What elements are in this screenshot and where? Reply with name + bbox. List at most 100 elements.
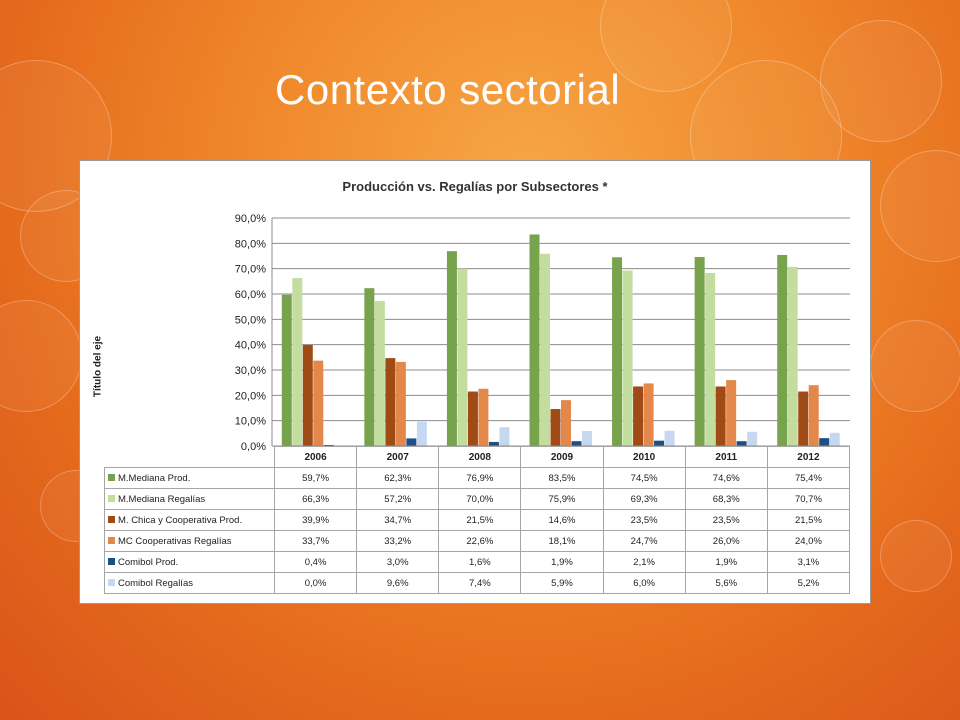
bar	[540, 253, 550, 446]
data-table-cell: 69,3%	[602, 488, 686, 510]
data-table-corner	[104, 446, 275, 468]
bar	[571, 441, 582, 446]
series-name: MC Cooperativas Regalías	[118, 535, 232, 547]
data-table-cell: 6,0%	[602, 572, 686, 594]
bar	[364, 288, 375, 446]
legend-swatch	[108, 537, 115, 545]
data-table-cell: 70,7%	[766, 488, 851, 510]
data-table-cell: 9,6%	[356, 572, 440, 594]
data-table-cell: 74,5%	[602, 467, 686, 489]
series-label: MC Cooperativas Regalías	[104, 530, 275, 552]
bar	[302, 344, 313, 446]
data-table-year: 2010	[602, 446, 686, 468]
bar	[467, 391, 478, 446]
data-table-cell: 66,3%	[273, 488, 358, 510]
bar	[808, 385, 819, 446]
bar	[715, 386, 726, 446]
bar	[654, 440, 665, 446]
bar	[726, 380, 737, 446]
data-table-cell: 24,7%	[602, 530, 686, 552]
chart-title: Producción vs. Regalías por Subsectores …	[342, 179, 608, 194]
data-table-cell: 3,1%	[766, 551, 851, 573]
legend-swatch	[108, 558, 115, 566]
data-table-header-row: 2006 2007 2008 2009 2010 2011 2012	[104, 446, 851, 468]
y-tick-label: 10,0%	[235, 416, 266, 428]
data-table-cell: 70,0%	[438, 488, 522, 510]
series-name: M. Chica y Cooperativa Prod.	[118, 514, 243, 526]
data-table-cell: 21,5%	[766, 509, 851, 531]
bar	[643, 383, 654, 446]
data-table-cell: 74,6%	[684, 467, 768, 489]
background-bubble	[880, 520, 952, 592]
data-table-cell: 76,9%	[438, 467, 522, 489]
bar	[323, 444, 334, 446]
data-table: 2006 2007 2008 2009 2010 2011 2012 M.Med…	[104, 446, 851, 594]
bar	[406, 438, 417, 446]
bar	[374, 301, 385, 446]
y-tick-label: 30,0%	[235, 365, 266, 377]
data-table-cell: 14,6%	[520, 509, 604, 531]
data-table-cell: 24,0%	[766, 530, 851, 552]
data-table-cell: 59,7%	[273, 467, 358, 489]
bar	[747, 431, 758, 446]
y-tick-label: 50,0%	[235, 314, 266, 326]
data-table-cell: 75,9%	[520, 488, 604, 510]
data-table-cell: 33,7%	[273, 530, 358, 552]
data-table-cell: 7,4%	[438, 572, 522, 594]
bar	[633, 386, 644, 446]
bar	[416, 421, 427, 446]
background-bubble	[870, 320, 960, 412]
y-tick-label: 40,0%	[235, 340, 266, 352]
series-label: M. Chica y Cooperativa Prod.	[104, 509, 275, 531]
bar	[612, 257, 623, 446]
data-table-cell: 5,2%	[766, 572, 851, 594]
bar-chart: 0,0% 10,0% 20,0% 30,0% 40,0% 50,0% 60,0% 70,0% 8…	[235, 213, 850, 451]
data-table-year: 2006	[273, 446, 358, 468]
data-table-row: M. Chica y Cooperativa Prod. 39,9% 34,7% 21…	[104, 509, 851, 531]
bar	[529, 234, 540, 446]
y-tick-label: 60,0%	[235, 289, 266, 301]
data-table-cell: 0,4%	[273, 551, 358, 573]
bar	[561, 400, 571, 446]
bar	[446, 251, 457, 446]
series-name: Comibol Regalías	[118, 577, 193, 589]
data-table-row: M.Mediana Prod. 59,7% 62,3% 76,9% 83,5% 74,5%…	[104, 467, 851, 489]
data-table-cell: 33,2%	[356, 530, 440, 552]
bar	[281, 294, 292, 446]
data-table-cell: 23,5%	[602, 509, 686, 531]
legend-swatch	[108, 516, 115, 524]
data-table-cell: 68,3%	[684, 488, 768, 510]
data-table-body: M.Mediana Prod. 59,7% 62,3% 76,9% 83,5% 74,5%…	[104, 467, 851, 594]
data-table-cell: 5,6%	[684, 572, 768, 594]
legend-swatch	[108, 579, 115, 587]
y-tick-label: 20,0%	[235, 390, 266, 402]
background-bubble	[0, 300, 82, 412]
data-table-year: 2012	[766, 446, 851, 468]
data-table-year: 2007	[356, 446, 440, 468]
bar	[664, 430, 675, 446]
data-table-cell: 1,6%	[438, 551, 522, 573]
bar	[622, 270, 633, 446]
bar	[313, 360, 324, 446]
data-table-cell: 0,0%	[273, 572, 358, 594]
series-label: M.Mediana Prod.	[104, 467, 275, 489]
data-table-cell: 3,0%	[356, 551, 440, 573]
data-table-cell: 83,5%	[520, 467, 604, 489]
series-name: M.Mediana Regalías	[118, 493, 206, 505]
data-table-cell: 57,2%	[356, 488, 440, 510]
series-label: Comibol Regalías	[104, 572, 275, 594]
bar	[385, 358, 396, 446]
data-table-year: 2009	[520, 446, 604, 468]
bar	[457, 268, 468, 446]
data-table-cell: 26,0%	[684, 530, 768, 552]
series-name: Comibol Prod.	[118, 556, 179, 568]
data-table-year: 2008	[438, 446, 522, 468]
slide-title: Contexto sectorial	[275, 66, 621, 113]
series-name: M.Mediana Prod.	[118, 472, 191, 484]
bar	[499, 427, 510, 446]
chart-panel: Producción vs. Regalías por Subsectores …	[79, 160, 871, 604]
data-table-cell: 62,3%	[356, 467, 440, 489]
bar	[395, 361, 406, 446]
data-table-cell: 75,4%	[766, 467, 851, 489]
bar	[787, 266, 798, 446]
